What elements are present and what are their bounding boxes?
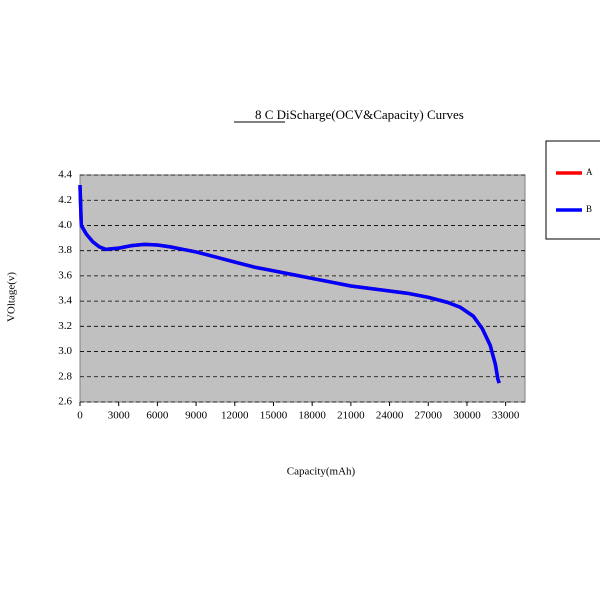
y-tick-label: 4.2	[58, 194, 72, 206]
x-tick-label: 0	[77, 410, 83, 422]
y-tick-label: 3.2	[58, 320, 72, 332]
x-tick-label: 24000	[376, 410, 404, 422]
y-tick-label: 4.0	[58, 219, 72, 231]
chart-title: 8 C DiScharge(OCV&Capacity) Curves	[255, 107, 464, 122]
x-tick-label: 6000	[146, 410, 169, 422]
x-tick-label: 9000	[185, 410, 208, 422]
x-tick-label: 33000	[492, 410, 520, 422]
y-tick-label: 3.0	[58, 345, 72, 357]
y-tick-label: 2.6	[58, 396, 72, 408]
x-tick-label: 15000	[260, 410, 288, 422]
x-tick-label: 27000	[415, 410, 443, 422]
y-tick-label: 4.4	[58, 169, 72, 181]
data-line	[78, 185, 501, 384]
y-axis-label: VOltage(v)	[6, 272, 18, 322]
legend-label: B	[586, 204, 592, 214]
x-tick-label: 3000	[108, 410, 131, 422]
x-tick-label: 30000	[453, 410, 481, 422]
x-tick-label: 12000	[221, 410, 249, 422]
y-tick-label: 3.6	[58, 269, 72, 281]
plot-area	[79, 174, 526, 403]
y-tick-label: 2.8	[58, 370, 72, 382]
y-tick-label: 3.8	[58, 244, 72, 256]
legend-box	[545, 140, 600, 240]
x-tick-label: 18000	[298, 410, 326, 422]
x-axis-label: Capacity(mAh)	[287, 466, 356, 478]
y-tick-label: 3.4	[58, 295, 72, 307]
legend-label: A	[586, 167, 593, 177]
x-tick-label: 21000	[337, 410, 365, 422]
